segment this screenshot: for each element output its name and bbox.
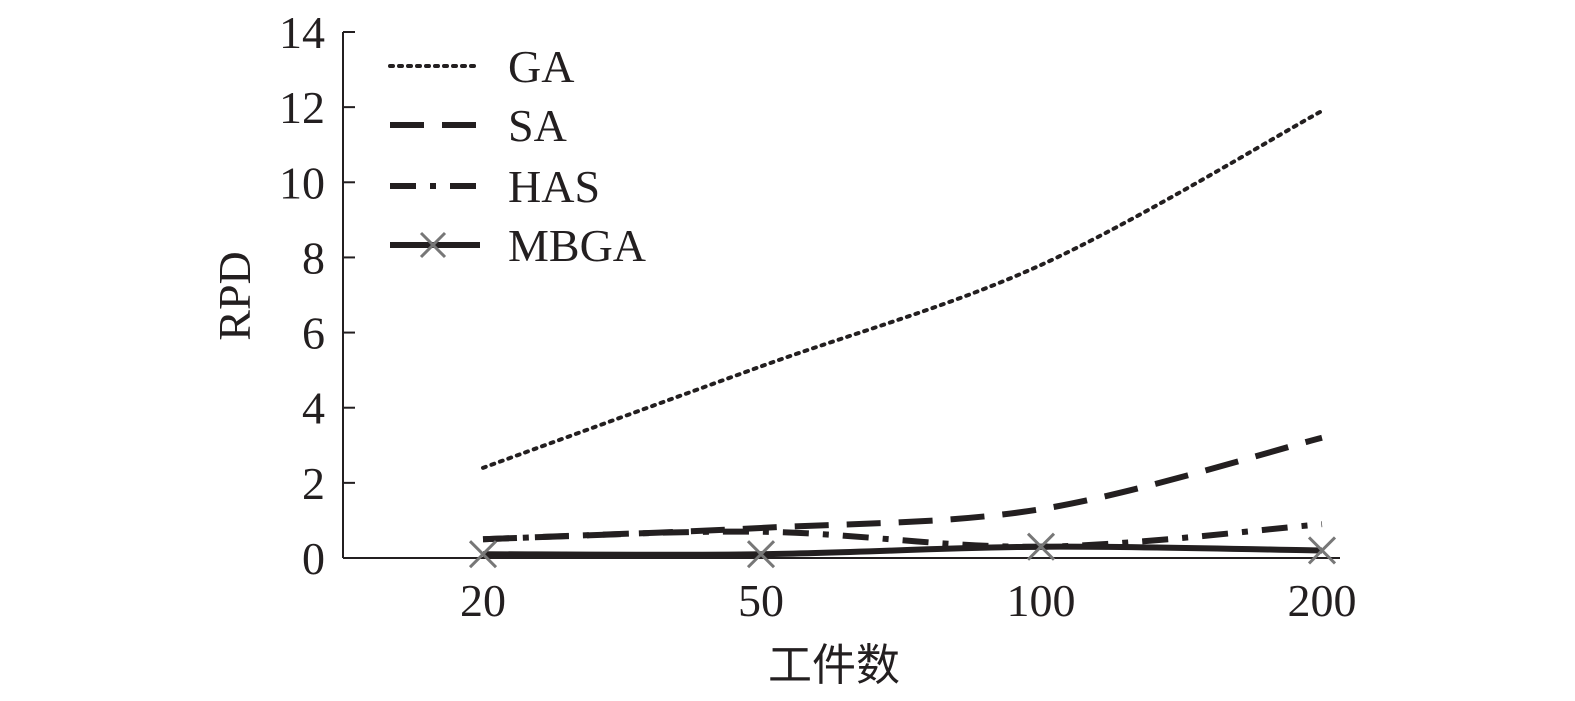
y-tick-label: 4 (302, 383, 325, 434)
marker-stroke (1026, 532, 1056, 561)
series-line-has (482, 521, 1323, 550)
marker-stroke (1307, 536, 1337, 565)
series-line-sa (482, 434, 1323, 543)
series-point-mbga-3 (1307, 536, 1337, 565)
y-tick-label: 12 (279, 82, 325, 133)
legend-label-sa: SA (508, 100, 567, 151)
marker-stroke (746, 540, 776, 569)
legend: GA SA HAS MBGA (388, 41, 646, 271)
series-line-mbga (482, 543, 1323, 558)
y-tick-label: 10 (279, 157, 325, 208)
legend-marker-mbga (419, 231, 447, 259)
y-tick-label: 0 (302, 533, 325, 584)
y-tick-label: 14 (279, 7, 325, 58)
x-tick-label: 50 (738, 575, 784, 626)
series-point-mbga-2 (1026, 532, 1056, 561)
legend-label-has: HAS (508, 161, 600, 212)
marker-stroke (419, 231, 447, 259)
y-axis-title: RPD (209, 251, 260, 340)
y-tick-label: 6 (302, 308, 325, 359)
y-tick-label: 2 (302, 458, 325, 509)
y-tick-label: 8 (302, 232, 325, 283)
x-tick-label: 20 (460, 575, 506, 626)
series-point-mbga-1 (746, 540, 776, 569)
axes: 0 2 4 6 8 10 12 14 20 50 100 200 (279, 7, 1357, 626)
marker-stroke (468, 540, 498, 569)
legend-label-mbga: MBGA (508, 220, 646, 271)
series-group (468, 108, 1337, 569)
x-tick-label: 100 (1007, 575, 1076, 626)
x-tick-label: 200 (1288, 575, 1357, 626)
legend-label-ga: GA (508, 41, 574, 92)
series-point-mbga-0 (468, 540, 498, 569)
series-line-ga (481, 108, 1324, 470)
x-axis-title: 工件数 (768, 640, 900, 691)
